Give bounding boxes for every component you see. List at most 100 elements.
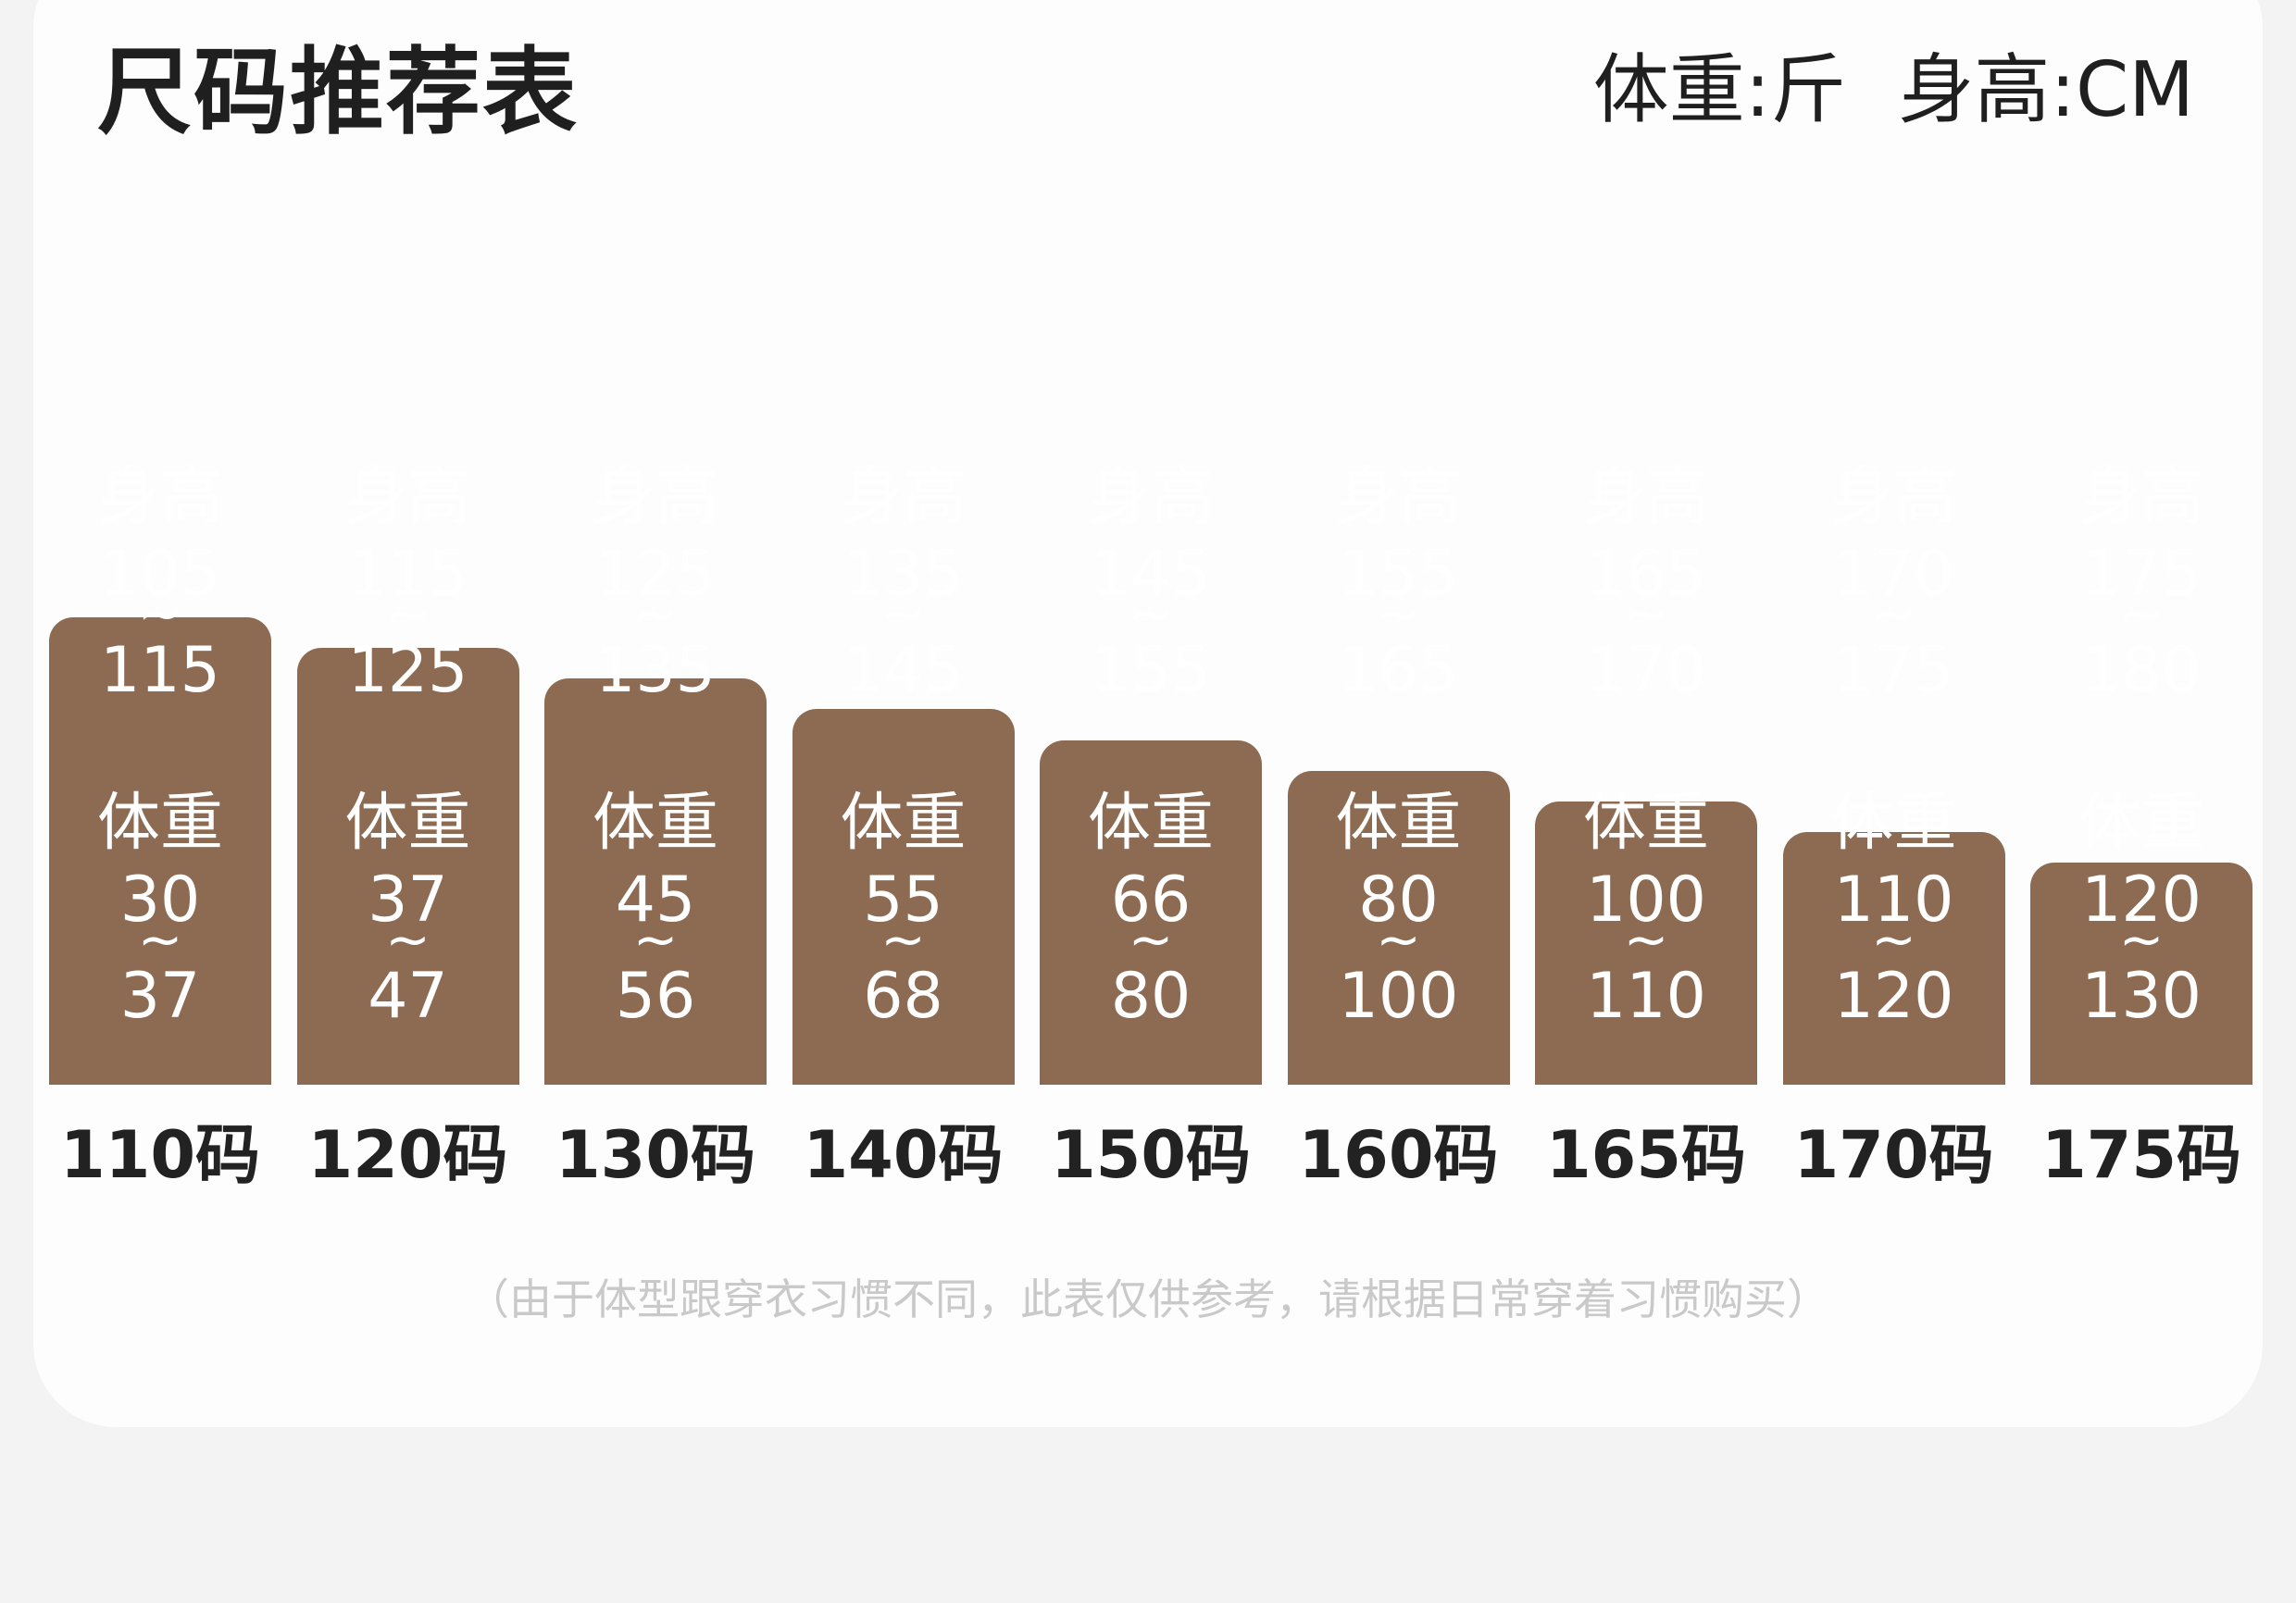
weight-min-label: 37 <box>368 864 448 937</box>
height-max-label: 145 <box>842 634 964 707</box>
size-bar: 身高 165 ~170 体重 100 ~110 <box>1535 461 1757 1085</box>
weight-range-separator: ~ <box>2118 908 2165 971</box>
weight-label: 体重 <box>1830 787 1957 860</box>
weight-unit: 体重:斤 <box>1592 46 1847 134</box>
weight-min-label: 30 <box>119 864 201 937</box>
size-category-label: 110码 <box>59 1117 261 1193</box>
bar-text: 身高 170 ~175 体重 110 ~120 <box>1783 455 2005 1031</box>
spacer <box>1288 705 1510 781</box>
height-max-label: 180 <box>2081 634 2202 707</box>
height-range-separator: ~ <box>1623 582 1669 645</box>
height-min-label: 105 <box>100 538 220 611</box>
height-max-label: 135 <box>595 634 716 707</box>
size-category-label: 165码 <box>1545 1117 1747 1193</box>
spacer <box>1535 705 1757 781</box>
height-label: 身高 <box>96 461 223 534</box>
weight-label: 体重 <box>1582 787 1709 860</box>
size-bar: 身高 135 ~145 体重 55 ~68 <box>792 461 1015 1085</box>
weight-max-label: 37 <box>119 960 201 1033</box>
height-min-label: 135 <box>842 538 964 611</box>
size-category-label: 150码 <box>1050 1117 1252 1193</box>
weight-min-label: 66 <box>1110 864 1192 937</box>
spacer <box>792 705 1015 781</box>
size-category-label: 160码 <box>1298 1117 1499 1193</box>
weight-label: 体重 <box>96 787 223 860</box>
height-max-label: 125 <box>347 634 468 707</box>
height-range-separator: ~ <box>632 582 679 645</box>
weight-range-separator: ~ <box>1871 908 1916 971</box>
height-label: 身高 <box>1087 461 1214 534</box>
weight-min-label: 45 <box>615 864 696 937</box>
weight-min-label: 110 <box>1833 864 1954 937</box>
weight-min-label: 120 <box>2081 864 2202 937</box>
size-bar: 身高 175 ~180 体重 120 ~130 <box>2030 461 2252 1085</box>
height-range-separator: ~ <box>880 582 926 645</box>
size-bar: 身高 115 ~125 体重 37 ~47 <box>296 461 519 1085</box>
size-bar: 身高 170 ~175 体重 110 ~120 <box>1782 461 2005 1085</box>
spacer <box>544 705 767 781</box>
height-label: 身高 <box>344 461 471 534</box>
size-category-label: 140码 <box>803 1117 1004 1193</box>
height-min-label: 155 <box>1338 538 1459 611</box>
height-max-label: 165 <box>1338 634 1459 707</box>
height-unit: 身高:CM <box>1898 46 2194 134</box>
weight-max-label: 110 <box>1586 960 1706 1033</box>
size-category-label: 130码 <box>555 1117 756 1193</box>
height-label: 身高 <box>1582 461 1709 534</box>
weight-range-separator: ~ <box>632 908 679 971</box>
size-bar: 身高 125 ~135 体重 45 ~56 <box>544 461 767 1085</box>
height-range-separator: ~ <box>1871 582 1916 645</box>
weight-range-separator: ~ <box>1623 908 1669 971</box>
spacer <box>2030 705 2252 781</box>
height-range-separator: ~ <box>137 582 183 645</box>
height-range-separator: ~ <box>1376 582 1421 645</box>
height-label: 身高 <box>1335 461 1462 534</box>
weight-range-separator: ~ <box>1128 908 1174 971</box>
spacer <box>49 705 271 781</box>
height-max-label: 170 <box>1586 634 1706 707</box>
size-category-label: 120码 <box>307 1117 508 1193</box>
height-min-label: 115 <box>347 538 468 611</box>
height-min-label: 170 <box>1833 538 1954 611</box>
size-category-label: 170码 <box>1793 1117 1994 1193</box>
bar-text: 身高 125 ~135 体重 45 ~56 <box>544 455 767 1031</box>
height-max-label: 155 <box>1091 634 1211 707</box>
spacer <box>1040 705 1262 781</box>
weight-range-separator: ~ <box>137 908 183 971</box>
height-label: 身高 <box>592 461 718 534</box>
weight-max-label: 120 <box>1833 960 1954 1033</box>
weight-label: 体重 <box>592 787 718 860</box>
size-bar: 身高 105 ~115 体重 30 ~37 <box>49 461 271 1085</box>
weight-max-label: 47 <box>368 960 448 1033</box>
spacer <box>297 705 519 781</box>
height-label: 身高 <box>2078 461 2204 534</box>
weight-label: 体重 <box>1087 787 1214 860</box>
weight-max-label: 100 <box>1338 960 1459 1033</box>
weight-label: 体重 <box>344 787 471 860</box>
height-min-label: 165 <box>1586 538 1706 611</box>
bar-text: 身高 155 ~165 体重 80 ~100 <box>1288 455 1510 1031</box>
bar-text: 身高 135 ~145 体重 55 ~68 <box>792 455 1015 1031</box>
bar-text: 身高 175 ~180 体重 120 ~130 <box>2030 455 2252 1031</box>
size-category-label: 175码 <box>2040 1117 2242 1193</box>
weight-label: 体重 <box>1335 787 1462 860</box>
bar-text: 身高 115 ~125 体重 37 ~47 <box>297 455 519 1031</box>
height-min-label: 125 <box>595 538 716 611</box>
height-max-label: 115 <box>100 634 220 707</box>
weight-max-label: 80 <box>1110 960 1192 1033</box>
height-min-label: 145 <box>1091 538 1211 611</box>
spacer <box>1783 705 2005 781</box>
weight-max-label: 56 <box>615 960 696 1033</box>
size-bar: 身高 145 ~155 体重 66 ~80 <box>1040 461 1262 1085</box>
height-label: 身高 <box>1830 461 1957 534</box>
size-bar: 身高 155 ~165 体重 80 ~100 <box>1287 461 1510 1085</box>
weight-label: 体重 <box>840 787 967 860</box>
weight-range-separator: ~ <box>1376 908 1421 971</box>
height-range-separator: ~ <box>385 582 430 645</box>
weight-max-label: 130 <box>2081 960 2202 1033</box>
size-bars: 身高 105 ~115 体重 30 ~37 身高 115 ~125 体重 37 ~47 身高 125 ~13… <box>49 461 2252 1085</box>
bar-text: 身高 105 ~115 体重 30 ~37 <box>49 455 271 1031</box>
height-min-label: 175 <box>2081 538 2202 611</box>
height-range-separator: ~ <box>1128 582 1174 645</box>
weight-label: 体重 <box>2078 787 2204 860</box>
